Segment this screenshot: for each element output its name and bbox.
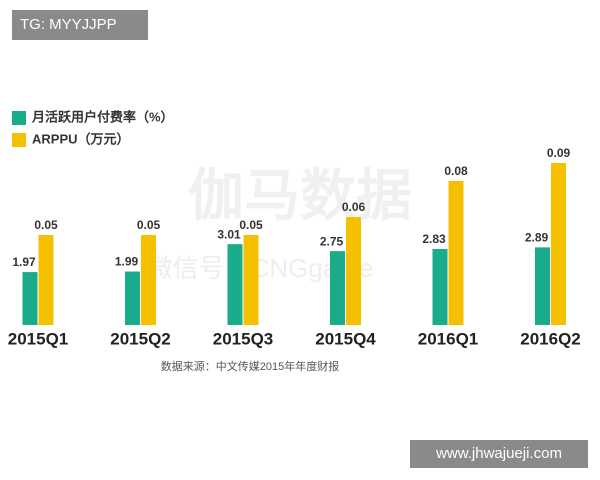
value-label: 0.05 (34, 218, 58, 232)
value-label: 0.09 (547, 146, 571, 160)
x-tick-label: 2015Q4 (315, 329, 376, 348)
bar (22, 272, 38, 325)
legend-swatch (12, 111, 26, 125)
x-tick-label: 2015Q1 (8, 329, 69, 348)
x-tick-label: 2016Q1 (418, 329, 479, 348)
value-label: 2.75 (320, 234, 344, 248)
value-label: 1.99 (115, 255, 139, 269)
value-label: 0.05 (239, 218, 263, 232)
watermark: 伽马数据 (188, 164, 412, 227)
bar (551, 163, 566, 325)
source-note: 数据来源：中文传媒2015年年度财报 (161, 359, 339, 373)
value-label: 0.06 (342, 200, 366, 214)
value-label: 0.08 (444, 164, 468, 178)
bar (432, 248, 448, 325)
value-label: 2.83 (422, 232, 446, 246)
bar (346, 217, 361, 325)
legend-label: ARPPU（万元） (32, 131, 130, 146)
top-tag-box (12, 10, 148, 40)
value-label: 2.89 (525, 231, 549, 245)
bar (535, 247, 550, 325)
value-label: 0.05 (137, 218, 161, 232)
bar (448, 181, 464, 325)
bar (243, 235, 259, 325)
x-tick-label: 2016Q2 (520, 329, 581, 348)
bottom-tag: www.jhwajueji.com (435, 445, 562, 462)
bar (38, 235, 54, 325)
bar (227, 244, 243, 325)
legend-label: 月活跃用户付费率（%） (31, 109, 174, 124)
bar (330, 251, 345, 325)
x-tick-label: 2015Q3 (213, 329, 274, 348)
bar (141, 235, 156, 325)
value-label: 1.97 (12, 255, 36, 269)
x-tick-label: 2015Q2 (110, 329, 171, 348)
bar (125, 271, 140, 325)
value-label: 3.01 (217, 227, 241, 241)
top-tag: TG: MYYJJPP (20, 16, 117, 33)
bottom-tag-box (410, 440, 588, 468)
legend-swatch (12, 133, 26, 147)
